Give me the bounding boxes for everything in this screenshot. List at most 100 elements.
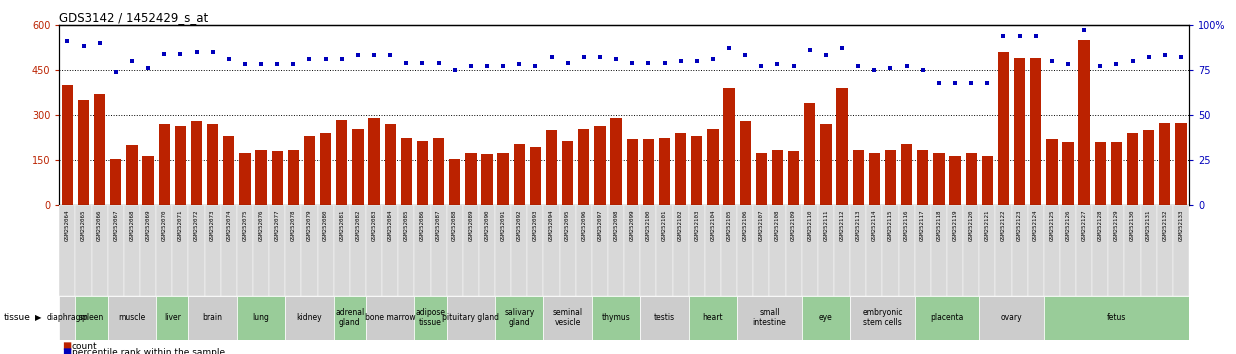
Bar — [75, 205, 91, 296]
Point — [477, 63, 497, 69]
Text: GSM252079: GSM252079 — [307, 210, 311, 241]
Text: GSM252091: GSM252091 — [501, 210, 506, 241]
Bar — [320, 133, 331, 205]
Bar — [949, 156, 960, 205]
Text: GSM252125: GSM252125 — [1049, 210, 1054, 241]
Bar — [899, 205, 915, 296]
Point — [574, 55, 593, 60]
Point — [768, 62, 787, 67]
Bar — [901, 144, 912, 205]
Text: pituitary gland: pituitary gland — [442, 313, 499, 322]
Text: GSM252106: GSM252106 — [743, 210, 748, 241]
Bar — [158, 124, 169, 205]
Point — [671, 58, 691, 64]
Bar — [59, 205, 75, 296]
Point — [703, 56, 723, 62]
Bar — [1046, 139, 1058, 205]
Text: GSM252075: GSM252075 — [242, 210, 247, 241]
Bar — [498, 153, 509, 205]
Bar — [656, 205, 672, 296]
Text: GSM252070: GSM252070 — [162, 210, 167, 241]
Bar — [1111, 142, 1122, 205]
Bar — [562, 141, 574, 205]
Text: GSM252069: GSM252069 — [146, 210, 151, 241]
Point — [493, 63, 513, 69]
Text: lung: lung — [252, 313, 269, 322]
Point — [1122, 58, 1142, 64]
Point — [283, 62, 303, 67]
Bar — [496, 205, 512, 296]
Text: GSM252100: GSM252100 — [646, 210, 651, 241]
Bar — [398, 205, 414, 296]
Bar — [528, 205, 544, 296]
Bar — [91, 205, 108, 296]
Bar — [1175, 122, 1187, 205]
Bar — [240, 153, 251, 205]
Text: GSM252068: GSM252068 — [130, 210, 135, 241]
Text: GSM252072: GSM252072 — [194, 210, 199, 241]
Point — [74, 44, 94, 49]
Bar — [1060, 205, 1077, 296]
Text: GSM252120: GSM252120 — [969, 210, 974, 241]
Text: GSM252105: GSM252105 — [727, 210, 732, 241]
Bar — [866, 205, 883, 296]
Bar — [205, 205, 221, 296]
Text: GSM252113: GSM252113 — [855, 210, 860, 241]
Bar — [384, 124, 396, 205]
Bar — [336, 120, 347, 205]
Bar — [1173, 205, 1189, 296]
Text: GSM252071: GSM252071 — [178, 210, 183, 241]
Text: GSM252089: GSM252089 — [468, 210, 473, 241]
Text: testis: testis — [654, 313, 675, 322]
Bar — [481, 154, 493, 205]
Point — [800, 47, 819, 53]
Bar — [802, 205, 818, 296]
Bar — [592, 296, 640, 340]
Bar — [1159, 122, 1170, 205]
Bar — [883, 205, 899, 296]
Bar — [126, 145, 137, 205]
Point — [719, 45, 739, 51]
Text: GSM252088: GSM252088 — [452, 210, 457, 241]
Bar — [627, 139, 638, 205]
Bar — [544, 205, 560, 296]
Text: GSM252109: GSM252109 — [791, 210, 796, 241]
Bar — [124, 205, 140, 296]
Point — [331, 56, 352, 62]
Point — [1026, 33, 1046, 39]
Bar — [821, 124, 832, 205]
Bar — [414, 296, 446, 340]
Point — [445, 67, 465, 73]
Text: GSM252118: GSM252118 — [937, 210, 942, 241]
Text: ■: ■ — [62, 347, 70, 354]
Bar — [705, 205, 721, 296]
Bar — [917, 150, 928, 205]
Bar — [237, 205, 253, 296]
Point — [1106, 62, 1126, 67]
Text: GSM252065: GSM252065 — [82, 210, 87, 241]
Point — [509, 62, 529, 67]
Bar — [1077, 205, 1093, 296]
Point — [832, 45, 852, 51]
Bar — [190, 121, 203, 205]
Bar — [786, 205, 802, 296]
Point — [251, 62, 271, 67]
Point — [397, 60, 417, 65]
Bar — [737, 205, 753, 296]
Point — [751, 63, 771, 69]
Bar — [206, 124, 219, 205]
Bar — [853, 150, 864, 205]
Bar — [446, 205, 462, 296]
Point — [897, 63, 917, 69]
Bar — [446, 296, 496, 340]
Bar — [755, 153, 768, 205]
Bar — [915, 205, 931, 296]
Bar — [172, 205, 188, 296]
Text: bone marrow: bone marrow — [365, 313, 415, 322]
Text: ovary: ovary — [1001, 313, 1022, 322]
Text: embryonic
stem cells: embryonic stem cells — [863, 308, 902, 327]
Text: GSM252128: GSM252128 — [1098, 210, 1103, 241]
Text: GSM252084: GSM252084 — [388, 210, 393, 241]
Bar — [1125, 205, 1141, 296]
Text: seminal
vesicle: seminal vesicle — [552, 308, 582, 327]
